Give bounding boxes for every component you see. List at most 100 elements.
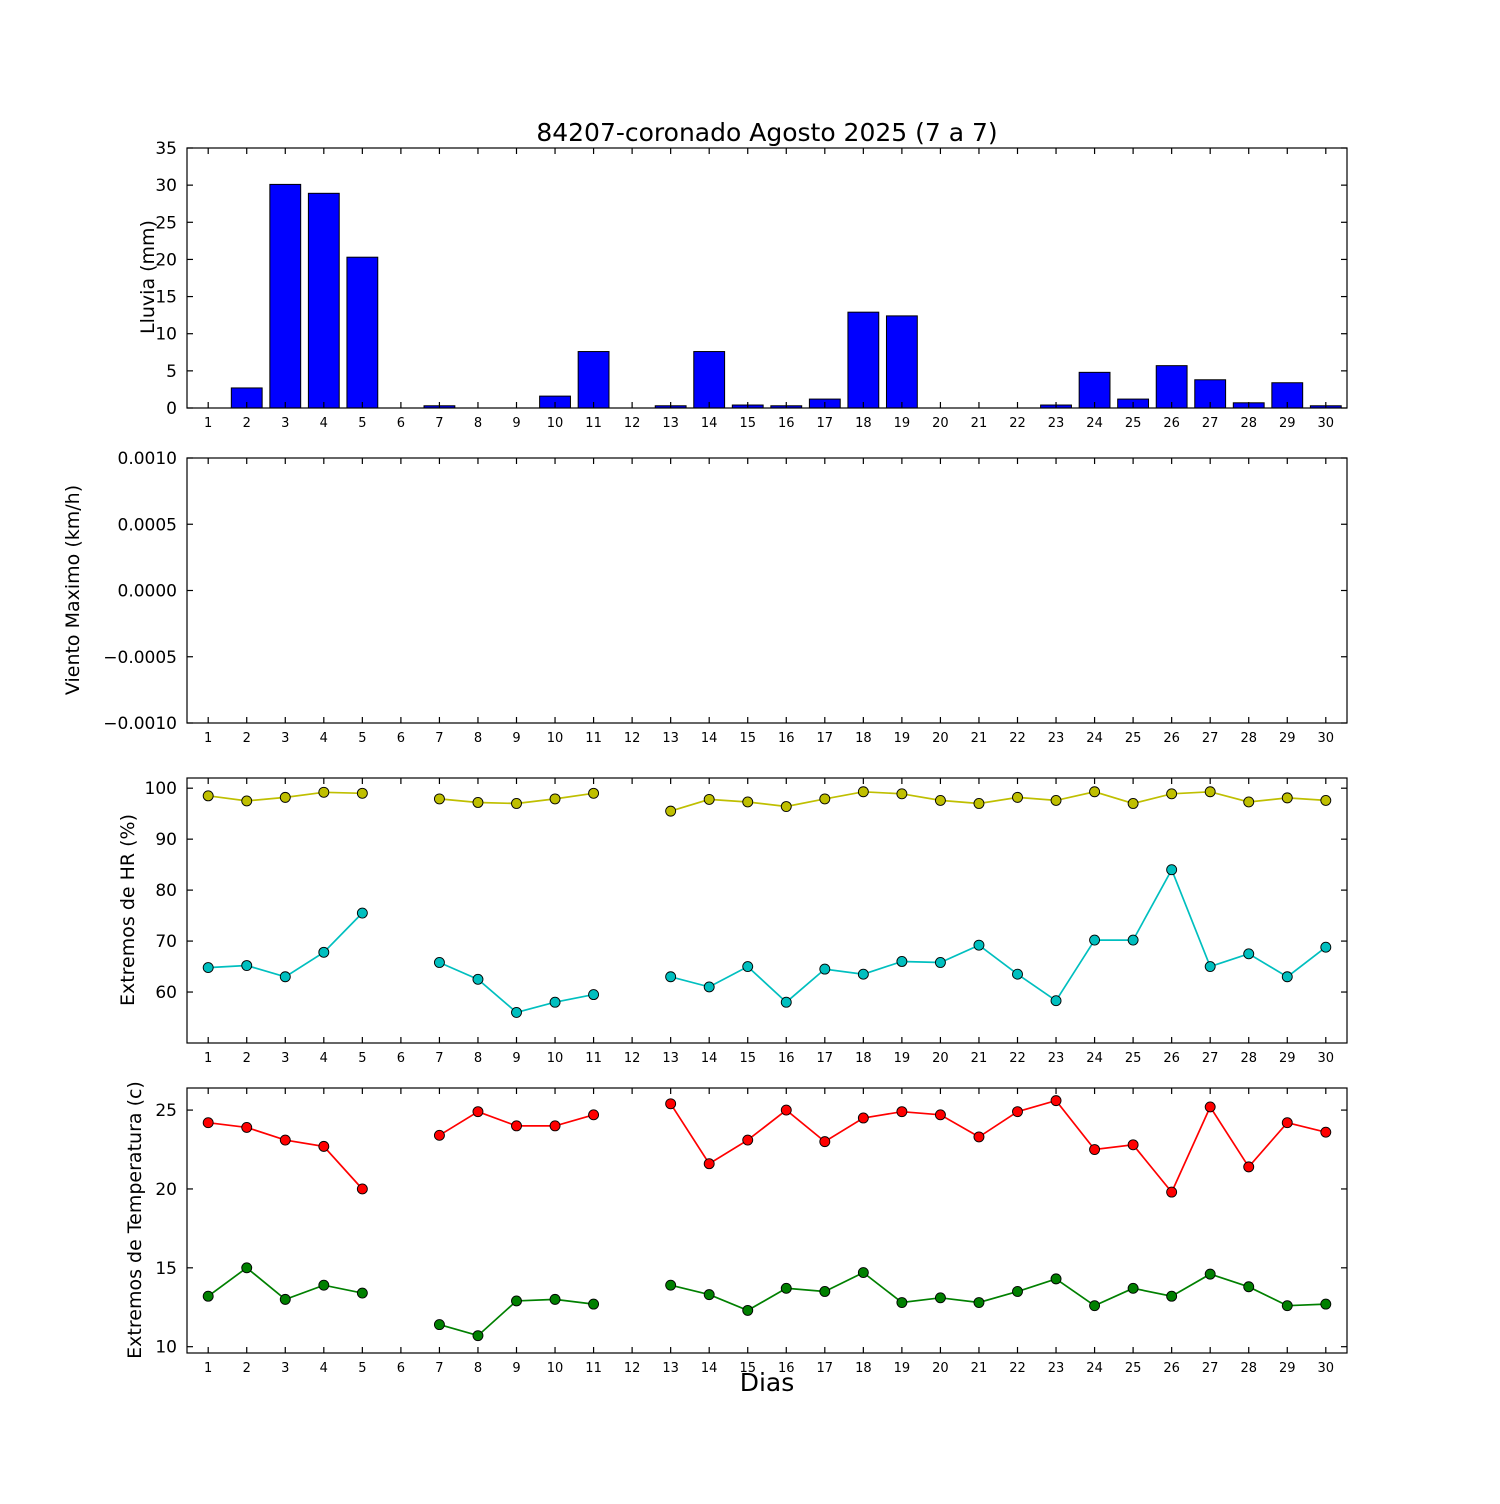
x-tick-label: 7	[435, 731, 443, 746]
x-tick-label: 29	[1279, 1361, 1296, 1376]
y-tick-label: 70	[155, 932, 177, 952]
x-tick-label: 23	[1048, 1361, 1065, 1376]
x-tick-label: 18	[855, 1051, 872, 1066]
marker-temperatura-maxima-day-21	[973, 1131, 985, 1143]
marker-temperatura-maxima-day-1	[202, 1117, 214, 1129]
x-tick-label: 19	[894, 1361, 911, 1376]
marker-temperatura-maxima-day-30	[1320, 1126, 1332, 1138]
x-tick-label: 7	[435, 416, 443, 431]
bar-day-3	[269, 183, 302, 409]
marker-temperatura-maxima-day-20	[934, 1109, 946, 1121]
x-tick-label: 17	[817, 731, 834, 746]
x-tick-label: 30	[1318, 416, 1335, 431]
x-tick-label: 2	[243, 731, 251, 746]
marker-temperatura-maxima-day-2	[241, 1121, 253, 1133]
marker-hr-maxima-day-13	[665, 805, 677, 817]
x-tick-label: 20	[932, 1361, 949, 1376]
x-tick-label: 13	[662, 1361, 679, 1376]
y-tick-label: 25	[155, 213, 177, 233]
marker-temperatura-minima-day-26	[1166, 1290, 1178, 1302]
x-tick-label: 28	[1240, 731, 1257, 746]
x-tick-label: 16	[778, 1361, 795, 1376]
x-tick-label: 14	[701, 731, 718, 746]
x-tick-label: 18	[855, 731, 872, 746]
x-tick-label: 19	[894, 1051, 911, 1066]
x-tick-label: 8	[474, 1051, 482, 1066]
x-tick-label: 1	[204, 731, 212, 746]
marker-temperatura-maxima-day-22	[1012, 1106, 1023, 1118]
x-tick-label: 26	[1163, 1051, 1180, 1066]
marker-temperatura-minima-day-21	[973, 1297, 985, 1308]
marker-hr-minima-day-17	[819, 963, 831, 975]
y-tick-label: 5	[166, 362, 177, 382]
y-tick-label: 0.0000	[118, 582, 177, 602]
y-tick-label: −0.0010	[103, 714, 177, 734]
marker-hr-minima-day-28	[1243, 948, 1255, 960]
x-tick-label: 5	[358, 1051, 366, 1066]
x-tick-label: 21	[971, 731, 988, 746]
marker-temperatura-minima-day-10	[549, 1293, 561, 1305]
marker-temperatura-minima-day-11	[588, 1298, 600, 1310]
bar-day-11	[577, 351, 610, 409]
y-tick-label: 100	[145, 779, 177, 799]
x-tick-label: 6	[397, 1051, 405, 1066]
marker-hr-maxima-day-17	[819, 793, 831, 805]
x-tick-label: 4	[320, 416, 328, 431]
marker-hr-minima-day-9	[511, 1006, 522, 1018]
marker-hr-minima-day-24	[1089, 934, 1101, 946]
y-tick-label: 0.0010	[118, 449, 177, 469]
marker-temperatura-minima-day-27	[1204, 1268, 1216, 1280]
bar-day-5	[346, 256, 379, 409]
x-tick-label: 6	[397, 1361, 405, 1376]
marker-temperatura-minima-day-13	[665, 1279, 677, 1291]
marker-hr-minima-day-1	[202, 962, 214, 974]
marker-hr-minima-day-10	[549, 996, 561, 1008]
marker-temperatura-maxima-day-10	[549, 1120, 561, 1132]
y-tick-label: 20	[155, 1180, 177, 1200]
marker-temperatura-maxima-day-14	[703, 1158, 715, 1170]
marker-hr-minima-day-18	[857, 968, 869, 980]
x-tick-label: 14	[701, 416, 718, 431]
marker-temperatura-maxima-day-9	[511, 1120, 522, 1132]
marker-hr-maxima-day-21	[973, 798, 985, 809]
x-tick-label: 1	[204, 1361, 212, 1376]
marker-temperatura-minima-day-22	[1012, 1286, 1023, 1297]
x-tick-label: 20	[932, 731, 949, 746]
marker-hr-minima-day-5	[356, 907, 368, 919]
x-tick-label: 17	[817, 1361, 834, 1376]
x-tick-label: 26	[1163, 1361, 1180, 1376]
x-tick-label: 27	[1202, 731, 1219, 746]
x-tick-label: 15	[739, 731, 756, 746]
y-tick-label: 10	[155, 1338, 177, 1358]
marker-hr-maxima-day-29	[1281, 792, 1293, 804]
marker-temperatura-minima-day-15	[742, 1304, 754, 1316]
x-tick-label: 1	[204, 416, 212, 431]
x-tick-label: 12	[624, 416, 641, 431]
x-tick-label: 26	[1163, 416, 1180, 431]
marker-hr-maxima-day-28	[1243, 796, 1255, 808]
marker-temperatura-maxima-day-15	[742, 1134, 754, 1146]
bar-day-26	[1155, 365, 1188, 409]
marker-temperatura-minima-day-29	[1281, 1300, 1293, 1312]
x-tick-label: 19	[894, 731, 911, 746]
x-tick-label: 24	[1086, 1361, 1103, 1376]
marker-hr-minima-day-26	[1166, 864, 1178, 876]
x-tick-label: 24	[1086, 416, 1103, 431]
marker-temperatura-minima-day-30	[1320, 1298, 1332, 1310]
x-tick-label: 29	[1279, 1051, 1296, 1066]
marker-temperatura-maxima-day-4	[318, 1140, 330, 1152]
marker-hr-minima-day-11	[588, 989, 600, 1001]
marker-hr-maxima-day-20	[934, 794, 946, 806]
marker-hr-maxima-day-8	[472, 797, 484, 808]
x-tick-label: 21	[971, 416, 988, 431]
marker-temperatura-maxima-day-7	[433, 1129, 445, 1141]
marker-hr-maxima-day-15	[742, 796, 754, 808]
bar-day-18	[847, 311, 880, 409]
x-tick-label: 30	[1318, 731, 1335, 746]
x-tick-label: 27	[1202, 416, 1219, 431]
x-axis-label: Dias	[739, 1368, 795, 1397]
x-tick-label: 12	[624, 731, 641, 746]
marker-temperatura-maxima-day-19	[896, 1106, 908, 1118]
marker-hr-maxima-day-16	[780, 801, 792, 812]
